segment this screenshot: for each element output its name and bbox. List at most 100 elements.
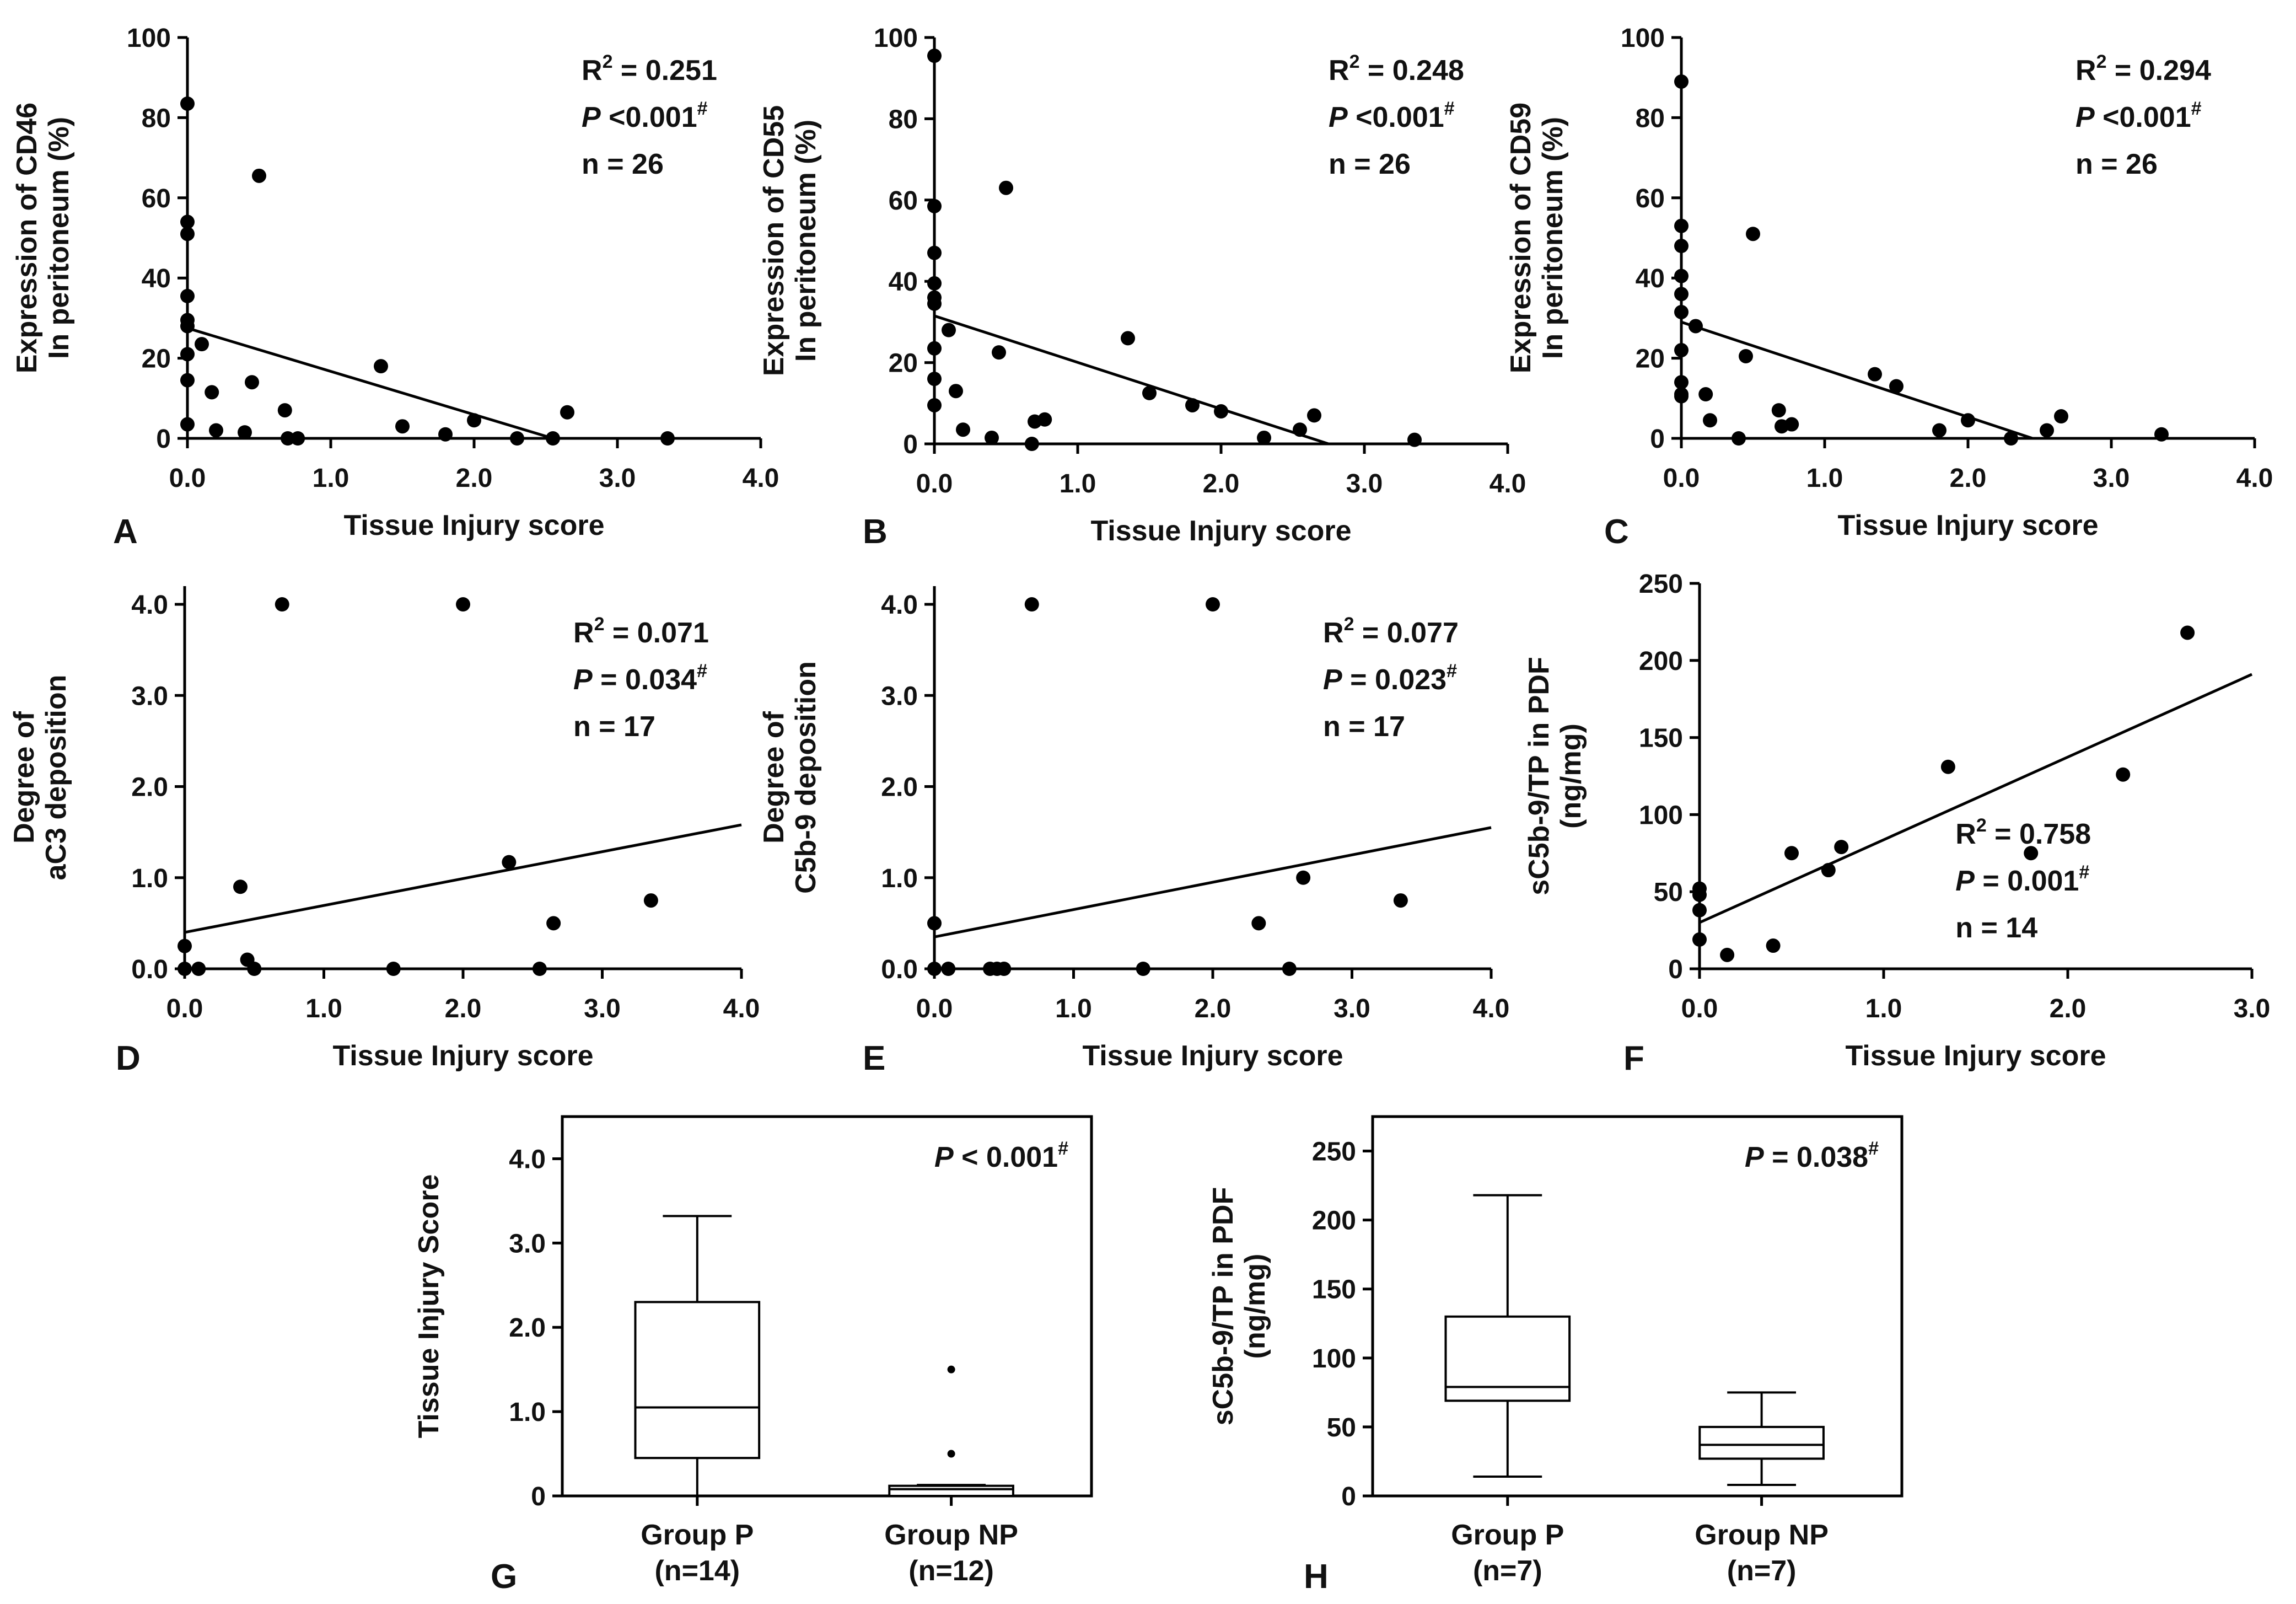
data-point (374, 359, 388, 374)
y-tick-label: 3.0 (131, 682, 168, 711)
p-value: = 0.038 (1764, 1141, 1868, 1173)
n-text: n = 26 (2075, 148, 2158, 180)
x-tick-label: 2.0 (445, 994, 482, 1023)
r-label: R (573, 617, 594, 649)
data-point (1732, 431, 1746, 446)
data-point (1940, 759, 1955, 774)
y-tick-label: 150 (1639, 724, 1683, 753)
x-tick-label: 1.0 (1806, 464, 1843, 493)
y-tick-label: 4.0 (881, 591, 918, 620)
r-superscript: 2 (2096, 51, 2107, 72)
x-axis-title: Tissue Injury score (1845, 1040, 2106, 1072)
box (634, 1301, 761, 1460)
data-point (2054, 409, 2068, 424)
data-point (180, 288, 195, 303)
p-value: = 0.001 (1975, 865, 2079, 897)
data-point (191, 962, 206, 976)
y-tick-label: 60 (889, 186, 918, 216)
box (888, 1484, 1014, 1497)
x-tick-label: 2.0 (456, 464, 493, 493)
x-tick-label: 3.0 (599, 464, 636, 493)
x-axis-title: Tissue Injury score (332, 1040, 593, 1072)
x-tick-label: 2.0 (1950, 464, 1987, 493)
panel-letter: C (1604, 513, 1629, 551)
x-tick-label: 4.0 (2236, 464, 2273, 493)
panel-g: 0 1.0 2.0 3.0 4.0 Group P (n=14) Group NP (n=12)… (413, 1115, 1093, 1596)
r-superscript: 2 (603, 51, 613, 72)
panel-letter: A (113, 513, 138, 551)
panel-letter: E (863, 1039, 885, 1077)
y-axis-title: Degree of (8, 711, 40, 844)
y-tick-label: 2.0 (509, 1313, 546, 1343)
data-point (1932, 423, 1947, 438)
y-tick-label: 20 (142, 345, 171, 374)
data-point (1868, 367, 1882, 382)
data-point (252, 168, 266, 183)
data-point (438, 427, 453, 442)
data-point (927, 398, 942, 412)
data-point (1766, 938, 1781, 953)
x-tick-label: 1.0 (1865, 994, 1902, 1023)
y-tick-label: 100 (1621, 24, 1665, 53)
x-tick-label: 3.0 (584, 994, 621, 1023)
panel-c: 0 20 40 60 80 100 0.0 1.0 2.0 3.0 4.0 Tissue Injury… (1505, 24, 2273, 551)
data-point (1784, 846, 1799, 861)
p-value-text: P <0.001# (582, 98, 708, 133)
y-tick-label: 20 (889, 349, 918, 378)
p-label: P (934, 1141, 954, 1173)
data-point (247, 962, 262, 976)
y-tick-label: 2.0 (881, 773, 918, 802)
y-tick-label: 20 (1636, 345, 1665, 374)
data-point (992, 345, 1006, 360)
outlier-point (947, 1365, 955, 1374)
x-tick-label: 0.0 (916, 469, 953, 498)
n-text: n = 17 (573, 711, 655, 743)
y-axis-title: (ng/mg) (1239, 1254, 1271, 1359)
y-tick-label: 200 (1312, 1206, 1356, 1236)
data-point (927, 372, 942, 387)
p-superscript: # (697, 98, 708, 119)
data-point (941, 962, 956, 976)
category-label: Group P (641, 1519, 754, 1551)
r-squared-value: = 0.758 (1987, 818, 2091, 850)
data-point (1674, 218, 1689, 233)
y-tick-label: 3.0 (509, 1229, 546, 1258)
y-axis-title: Tissue Injury Score (413, 1174, 445, 1439)
r-label: R (1329, 55, 1349, 87)
data-point (238, 425, 252, 440)
y-tick-label: 80 (1636, 104, 1665, 133)
y-tick-label: 2.0 (131, 773, 168, 802)
p-value: < 0.001 (954, 1141, 1058, 1173)
panel-e: 0.0 1.0 2.0 3.0 4.0 0.0 1.0 2.0 3.0 4.0 Tissue Inj… (758, 586, 1509, 1077)
panel-b: 0 20 40 60 80 100 0.0 1.0 2.0 3.0 4.0 Tissue Injury… (758, 24, 1526, 551)
data-point (1674, 375, 1689, 390)
trendline (1698, 673, 2253, 924)
box (1698, 1425, 1825, 1460)
data-point (277, 403, 292, 418)
r-superscript: 2 (1344, 614, 1354, 635)
data-point (1703, 413, 1717, 428)
data-point (180, 227, 195, 242)
p-superscript: # (1058, 1138, 1068, 1159)
y-tick-label: 200 (1639, 647, 1683, 676)
p-label: P (573, 664, 593, 696)
plot-frame (561, 1115, 1093, 1498)
p-superscript: # (697, 661, 707, 682)
data-point (209, 423, 223, 438)
y-axis-title: Expression of CD55 (758, 105, 790, 376)
data-point (275, 597, 289, 612)
y-axis-title: C5b-9 deposition (790, 661, 822, 894)
x-tick-label: 0.0 (1681, 994, 1718, 1023)
y-tick-label: 4.0 (509, 1145, 546, 1174)
data-point (1784, 417, 1799, 432)
r-superscript: 2 (594, 614, 605, 635)
data-point (1674, 389, 1689, 404)
r-squared-value: = 0.251 (612, 55, 717, 87)
r-squared-text: R2 = 0.248 (1329, 51, 1464, 87)
data-point (1692, 887, 1707, 902)
x-tick-label: 3.0 (1333, 994, 1370, 1023)
y-axis-title: sC5b-9/TP in PDF (1523, 657, 1555, 895)
p-value: = 0.034 (593, 664, 697, 696)
trendline (934, 314, 1329, 446)
